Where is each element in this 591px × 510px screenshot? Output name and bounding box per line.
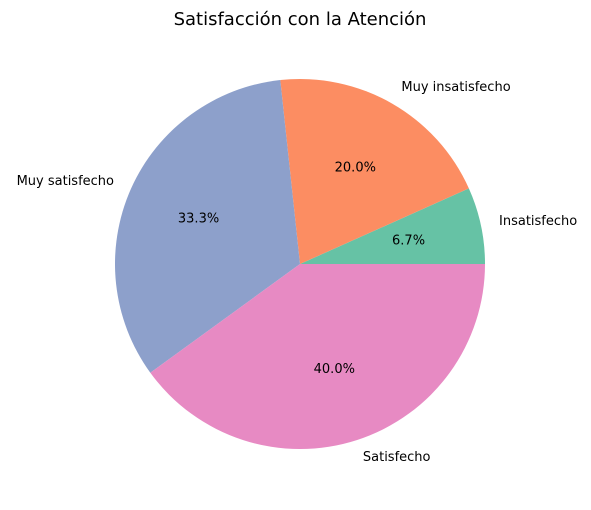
pie-category-label-2: Muy satisfecho [17,174,114,189]
pie-category-labels: Insatisfecho Muy insatisfecho Muy satisfec… [17,80,578,465]
pie-slices [114,79,486,449]
pie-percent-label-0: 6.7% [392,233,425,248]
pie-slice-3 [150,264,486,449]
pie-percent-label-3: 40.0% [314,362,355,377]
chart-title: Satisfacción con la Atención [174,9,427,30]
pie-category-label-1: Muy insatisfecho [401,80,510,95]
pie-percent-label-1: 20.0% [335,160,376,175]
pie-percent-labels: 6.7% 20.0% 33.3% 40.0% [178,160,425,377]
pie-category-label-0: Insatisfecho [499,214,577,229]
pie-slice-0 [300,188,485,264]
pie-slice-2 [114,80,300,373]
pie-category-label-3: Satisfecho [363,450,431,465]
pie-slice-1 [280,79,469,264]
pie-percent-label-2: 33.3% [178,211,219,226]
